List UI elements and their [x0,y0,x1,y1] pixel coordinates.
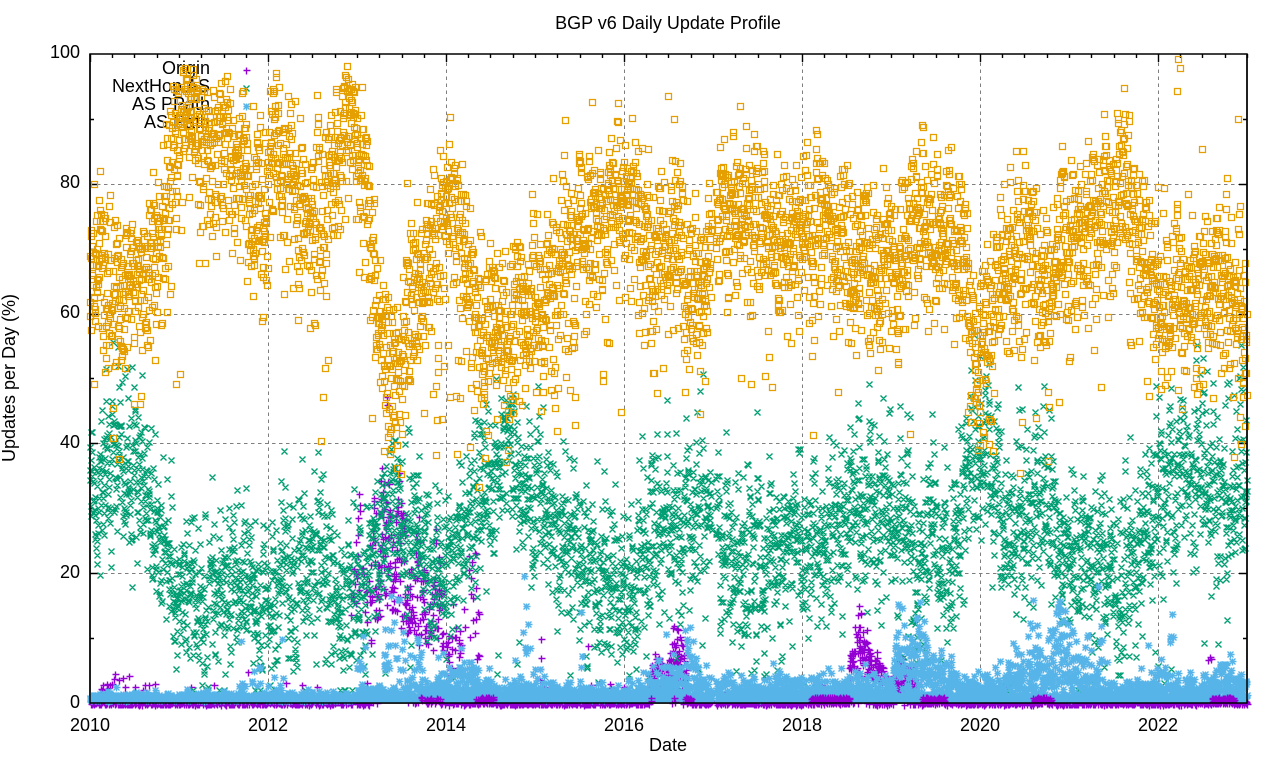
svg-text:Date: Date [649,735,687,755]
svg-text:2018: 2018 [782,715,822,735]
svg-text:60: 60 [60,302,80,322]
svg-text:2016: 2016 [604,715,644,735]
svg-text:2010: 2010 [70,715,110,735]
svg-text:100: 100 [50,42,80,62]
svg-text:20: 20 [60,562,80,582]
svg-text:2020: 2020 [960,715,1000,735]
svg-text:2012: 2012 [248,715,288,735]
svg-text:Updates per Day (%): Updates per Day (%) [0,294,19,462]
svg-text:0: 0 [70,692,80,712]
svg-text:40: 40 [60,432,80,452]
svg-text:2022: 2022 [1138,715,1178,735]
svg-text:80: 80 [60,172,80,192]
svg-text:2014: 2014 [426,715,466,735]
svg-text:BGP v6 Daily Update Profile: BGP v6 Daily Update Profile [555,13,781,33]
